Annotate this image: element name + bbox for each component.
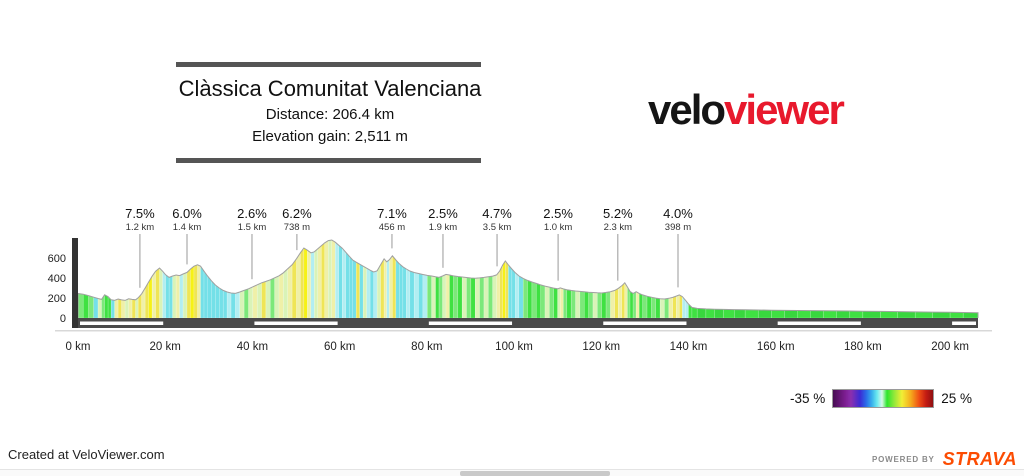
svg-text:2.3 km: 2.3 km bbox=[604, 222, 633, 233]
legend-min-label: -35 % bbox=[790, 390, 826, 406]
svg-text:2.5%: 2.5% bbox=[543, 206, 573, 221]
svg-text:1.9 km: 1.9 km bbox=[429, 222, 458, 233]
svg-text:6.2%: 6.2% bbox=[282, 206, 312, 221]
logo-viewer-text: viewer bbox=[724, 86, 845, 133]
legend-max-label: 25 % bbox=[941, 390, 973, 406]
svg-text:140 km: 140 km bbox=[670, 341, 708, 353]
svg-text:400: 400 bbox=[48, 273, 66, 285]
y-axis: 0 200 400 600 bbox=[48, 238, 78, 328]
svg-text:100 km: 100 km bbox=[495, 341, 533, 353]
title-bottom-rule bbox=[176, 158, 481, 163]
race-title: Clàssica Comunitat Valenciana bbox=[178, 76, 482, 101]
svg-text:1.2 km: 1.2 km bbox=[126, 222, 155, 233]
svg-text:1.4 km: 1.4 km bbox=[173, 222, 202, 233]
svg-text:2.6%: 2.6% bbox=[237, 206, 267, 221]
climb-markers: 7.5%1.2 km 6.0%1.4 km 2.6%1.5 km 6.2%738 m 7… bbox=[125, 206, 693, 288]
svg-text:40 km: 40 km bbox=[237, 341, 268, 353]
veloviewer-logo: veloviewer bbox=[648, 86, 845, 134]
distance-strip bbox=[78, 318, 978, 328]
x-axis-labels: 0 km 20 km 40 km 60 km 80 km 100 km 120 km 140 … bbox=[66, 341, 969, 353]
title-top-rule bbox=[176, 62, 481, 67]
svg-text:180 km: 180 km bbox=[844, 341, 882, 353]
credit-text: Created at VeloViewer.com bbox=[8, 447, 165, 462]
svg-text:0 km: 0 km bbox=[66, 341, 91, 353]
profile-outline bbox=[77, 239, 979, 318]
legend-gradient-bar bbox=[832, 388, 935, 408]
svg-text:3.5 km: 3.5 km bbox=[483, 222, 512, 233]
svg-text:1.5 km: 1.5 km bbox=[238, 222, 267, 233]
svg-text:80 km: 80 km bbox=[411, 341, 442, 353]
strava-logo: STRAVA bbox=[942, 449, 1017, 469]
svg-text:200: 200 bbox=[48, 293, 66, 305]
gradient-legend: -35 % 25 % bbox=[790, 385, 972, 411]
horizontal-scrollbar-track[interactable] bbox=[0, 469, 1024, 476]
svg-text:60 km: 60 km bbox=[324, 341, 355, 353]
powered-by-label: POWERED BY bbox=[871, 455, 935, 464]
svg-text:7.5%: 7.5% bbox=[125, 206, 155, 221]
svg-text:4.0%: 4.0% bbox=[663, 206, 693, 221]
svg-text:0: 0 bbox=[60, 313, 66, 325]
elevation-profile-chart: 0 200 400 600 0 km 20 km 40 km 60 km 80 km 100 km… bbox=[48, 206, 992, 353]
svg-text:160 km: 160 km bbox=[757, 341, 795, 353]
logo-velo-text: velo bbox=[648, 86, 726, 133]
svg-text:1.0 km: 1.0 km bbox=[544, 222, 573, 233]
race-distance: Distance: 206.4 km bbox=[265, 106, 395, 123]
svg-text:7.1%: 7.1% bbox=[377, 206, 407, 221]
svg-text:2.5%: 2.5% bbox=[428, 206, 458, 221]
svg-text:600: 600 bbox=[48, 253, 66, 265]
chart-bottom-rule bbox=[55, 330, 992, 332]
strava-attribution: POWERED BY STRAVA bbox=[872, 449, 1017, 470]
svg-text:738 m: 738 m bbox=[284, 222, 310, 233]
svg-text:4.7%: 4.7% bbox=[482, 206, 512, 221]
svg-text:456 m: 456 m bbox=[379, 222, 405, 233]
profile-area bbox=[77, 239, 979, 319]
race-elevation-gain: Elevation gain: 2,511 m bbox=[252, 128, 408, 145]
svg-text:200 km: 200 km bbox=[931, 341, 969, 353]
svg-text:6.0%: 6.0% bbox=[172, 206, 202, 221]
svg-text:120 km: 120 km bbox=[582, 341, 620, 353]
svg-text:20 km: 20 km bbox=[150, 341, 181, 353]
svg-text:398 m: 398 m bbox=[665, 222, 691, 233]
svg-text:5.2%: 5.2% bbox=[603, 206, 633, 221]
elevation-chart-container: 0 200 400 600 0 km 20 km 40 km 60 km 80 km 100 km… bbox=[0, 193, 1024, 368]
scrollbar-thumb[interactable] bbox=[460, 471, 610, 476]
